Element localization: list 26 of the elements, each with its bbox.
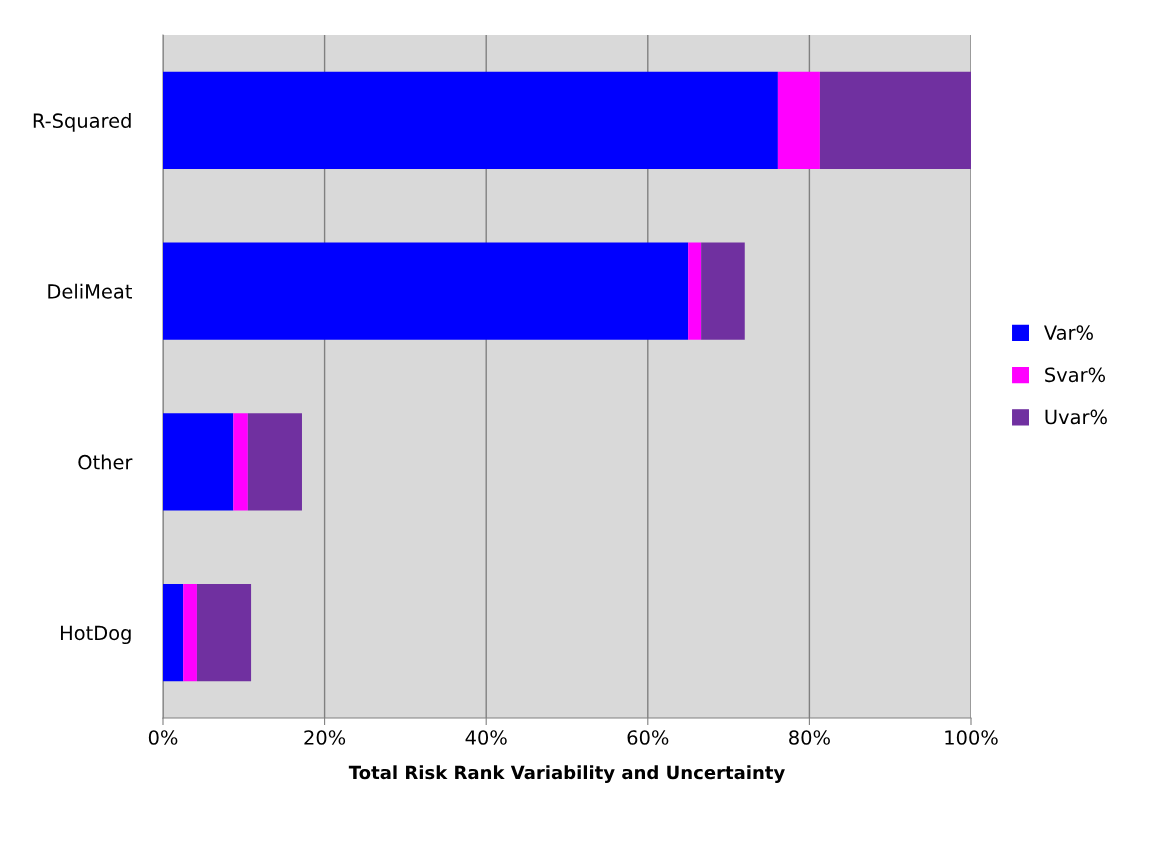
y-tick-label: HotDog (61, 625, 131, 645)
legend-label: Var% (1044, 325, 1093, 340)
bar (701, 242, 745, 340)
bar (183, 583, 197, 682)
x-tick-label: 100% (945, 730, 998, 745)
bar (196, 583, 252, 682)
legend-label: Uvar% (1045, 409, 1107, 425)
bar (163, 242, 689, 340)
bar (163, 583, 184, 682)
bar (233, 413, 248, 511)
y-tick-label: Other (78, 454, 133, 470)
x-tick-label: 80% (789, 730, 830, 745)
bar (247, 413, 302, 511)
bar (163, 413, 234, 511)
x-axis-title: Total Risk Rank Variability and Uncertainty (348, 765, 785, 783)
legend-label: Svar% (1045, 367, 1106, 383)
bar (163, 71, 778, 170)
bar (777, 71, 820, 170)
x-tick-label: 40% (465, 730, 507, 745)
bar (688, 242, 702, 340)
y-tick-label: R-Squared (33, 112, 131, 132)
bar (819, 71, 971, 170)
x-tick-label: 20% (304, 730, 346, 745)
y-tick-label: DeliMeat (48, 283, 132, 299)
x-tick-label: 0% (148, 730, 178, 745)
x-tick-label: 60% (627, 730, 669, 745)
